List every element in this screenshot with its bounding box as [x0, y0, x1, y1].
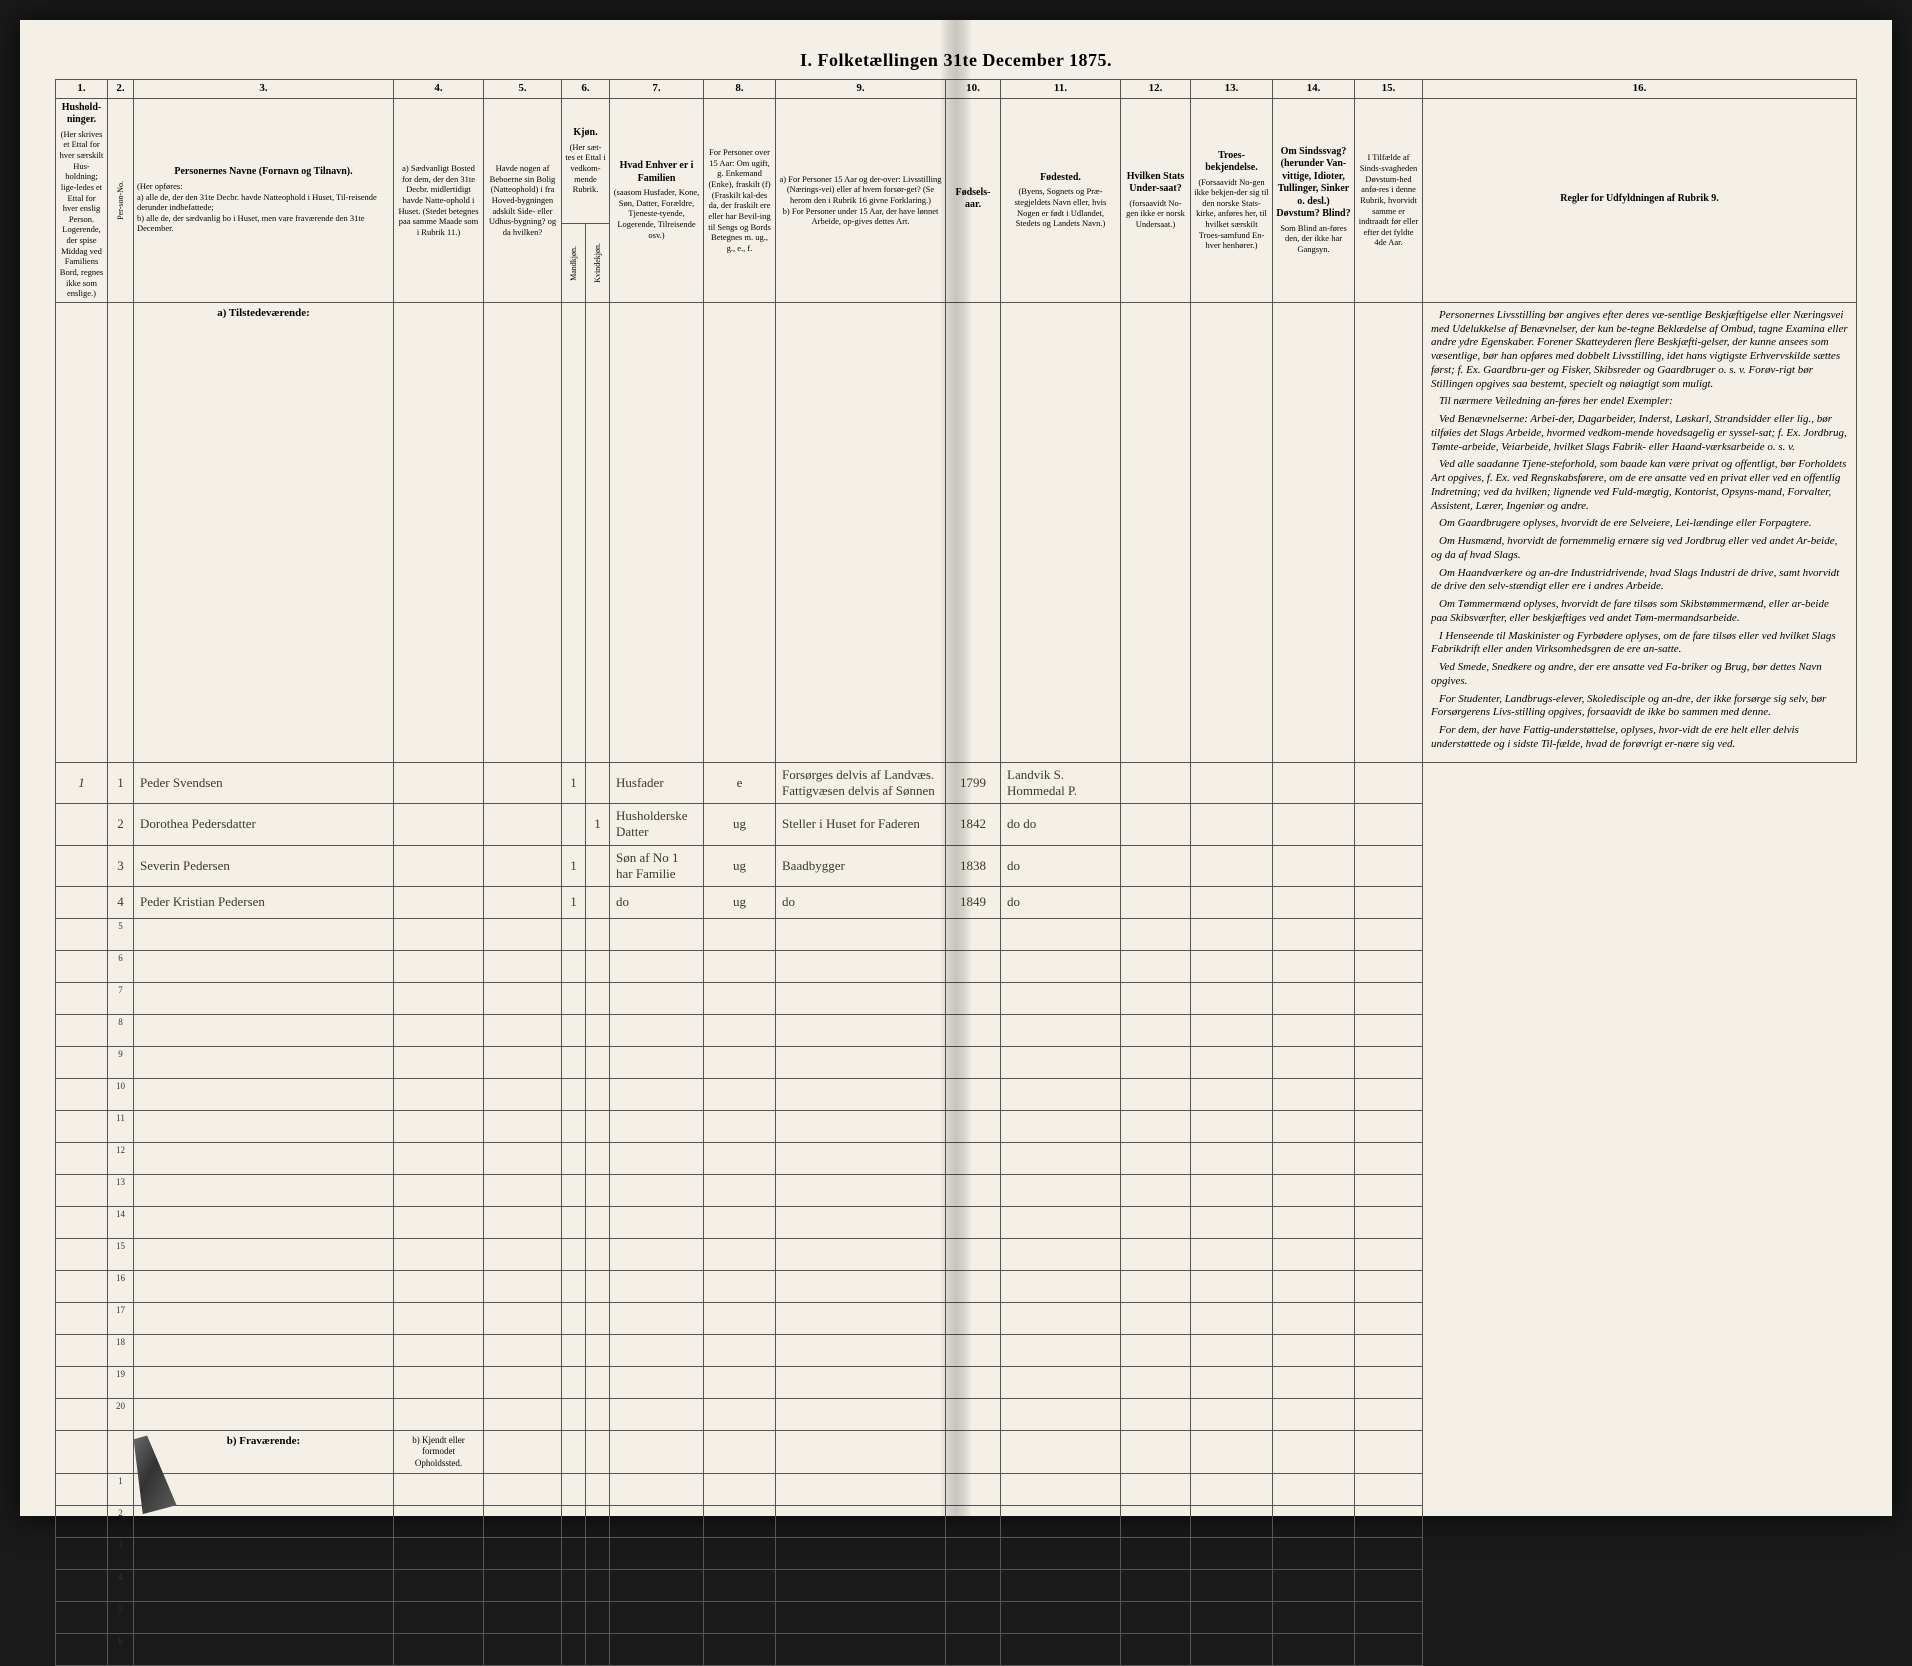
h10: Fødsels-aar.	[946, 98, 1001, 302]
h8: For Personer over 15 Aar: Om ugift, g. E…	[704, 98, 776, 302]
data-row: 11Peder Svendsen1HusfadereForsørges delv…	[56, 762, 1857, 804]
empty-row: 3	[56, 1537, 1857, 1569]
rules-cell: Personernes Livsstilling bør angives eft…	[1423, 302, 1857, 762]
empty-row: 6	[56, 1633, 1857, 1665]
column-number-row: 1.2.3. 4.5.6. 7.8.9. 10.11.12. 13.14.15.…	[56, 80, 1857, 99]
empty-row: 2	[56, 1505, 1857, 1537]
h1: Hushold-ninger.(Her skrives et Ettal for…	[56, 98, 108, 302]
empty-row: 9	[56, 1047, 1857, 1079]
empty-row: 14	[56, 1207, 1857, 1239]
empty-row: 6	[56, 951, 1857, 983]
census-table: 1.2.3. 4.5.6. 7.8.9. 10.11.12. 13.14.15.…	[55, 79, 1857, 1666]
empty-row: 17	[56, 1303, 1857, 1335]
empty-row: 12	[56, 1143, 1857, 1175]
h6a: Mandkjøn.	[562, 224, 586, 303]
h11: Fødested.(Byens, Sognets og Præ-stegjeld…	[1001, 98, 1121, 302]
empty-row: 15	[56, 1239, 1857, 1271]
h6b: Kvindekjøn.	[586, 224, 610, 303]
page-title: I. Folketællingen 31te December 1875.	[55, 50, 1857, 71]
empty-row: 11	[56, 1111, 1857, 1143]
h4: a) Sædvanligt Bosted for dem, der den 31…	[394, 98, 484, 302]
data-row: 3Severin Pedersen1Søn af No 1 har Famili…	[56, 845, 1857, 887]
empty-row: 13	[56, 1175, 1857, 1207]
h9: a) For Personer 15 Aar og der-over: Livs…	[776, 98, 946, 302]
h13: Troes-bekjendelse.(Forsaavidt No-gen ikk…	[1191, 98, 1273, 302]
empty-row: 1	[56, 1473, 1857, 1505]
h7: Hvad Enhver er i Familien(saasom Husfade…	[610, 98, 704, 302]
section-b: b) Fraværende: b) Kjendt eller formodet …	[56, 1431, 1857, 1474]
empty-row: 10	[56, 1079, 1857, 1111]
h16: Regler for Udfyldningen af Rubrik 9.	[1423, 98, 1857, 302]
census-page: I. Folketællingen 31te December 1875. 1.…	[20, 20, 1892, 1516]
empty-row: 16	[56, 1271, 1857, 1303]
h15: I Tilfælde af Sinds-svagheden Døvstum-he…	[1355, 98, 1423, 302]
h3: Personernes Navne (Fornavn og Tilnavn).(…	[134, 98, 394, 302]
empty-row: 7	[56, 983, 1857, 1015]
empty-row: 20	[56, 1399, 1857, 1431]
h2: Per-son-No.	[108, 98, 134, 302]
h6: Kjøn.(Her sæt-tes et Ettal i vedkom-mend…	[562, 98, 610, 223]
data-row: 2Dorothea Pedersdatter1Husholderske Datt…	[56, 804, 1857, 846]
empty-row: 5	[56, 1601, 1857, 1633]
section-a: a) Tilstedeværende: Personernes Livsstil…	[56, 302, 1857, 762]
empty-row: 8	[56, 1015, 1857, 1047]
h12: Hvilken Stats Under-saat?(forsaavidt No-…	[1121, 98, 1191, 302]
empty-row: 18	[56, 1335, 1857, 1367]
header-row: Hushold-ninger.(Her skrives et Ettal for…	[56, 98, 1857, 223]
h5: Havde nogen af Beboerne sin Bolig (Natte…	[484, 98, 562, 302]
empty-row: 5	[56, 919, 1857, 951]
empty-row: 4	[56, 1569, 1857, 1601]
h14: Om Sindssvag? (herunder Van-vittige, Idi…	[1273, 98, 1355, 302]
empty-row: 19	[56, 1367, 1857, 1399]
data-row: 4Peder Kristian Pedersen1dougdo1849do	[56, 887, 1857, 919]
